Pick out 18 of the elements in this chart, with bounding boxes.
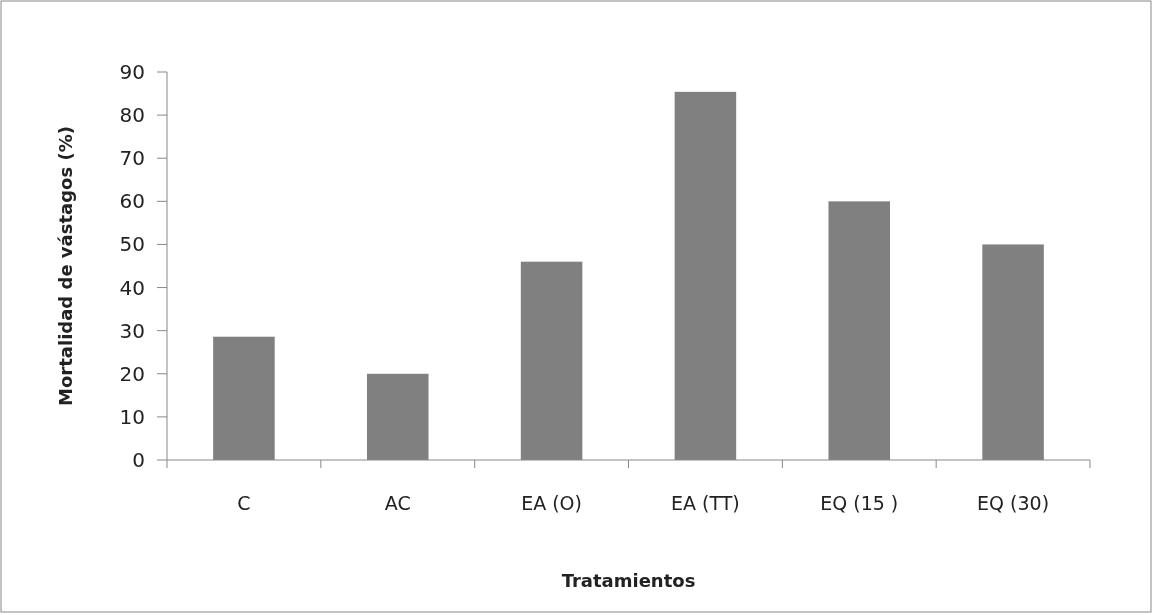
x-tick-label: C	[237, 492, 251, 514]
y-tick-label: 70	[119, 146, 145, 171]
x-tick-label: AC	[384, 492, 411, 514]
y-tick-label: 0	[132, 448, 145, 472]
x-tick-label: EQ (15 )	[820, 492, 899, 514]
x-tick-label: EQ (30)	[977, 492, 1050, 514]
y-tick-label: 60	[119, 189, 145, 214]
x-axis-title: Tratamientos	[561, 570, 696, 591]
y-tick-label: 50	[119, 232, 145, 257]
y-tick-label: 90	[119, 60, 145, 84]
y-tick-label: 10	[119, 404, 145, 429]
y-tick-label: 20	[119, 361, 145, 386]
x-tick-label: EA (TT)	[671, 492, 740, 514]
x-tick-label: EA (O)	[521, 492, 582, 514]
y-tick-label: 40	[119, 275, 145, 300]
y-tick-label: 80	[119, 103, 145, 128]
y-tick-label: 30	[119, 318, 145, 343]
y-axis-title: Mortalidad de vástagos (%)	[55, 126, 76, 406]
